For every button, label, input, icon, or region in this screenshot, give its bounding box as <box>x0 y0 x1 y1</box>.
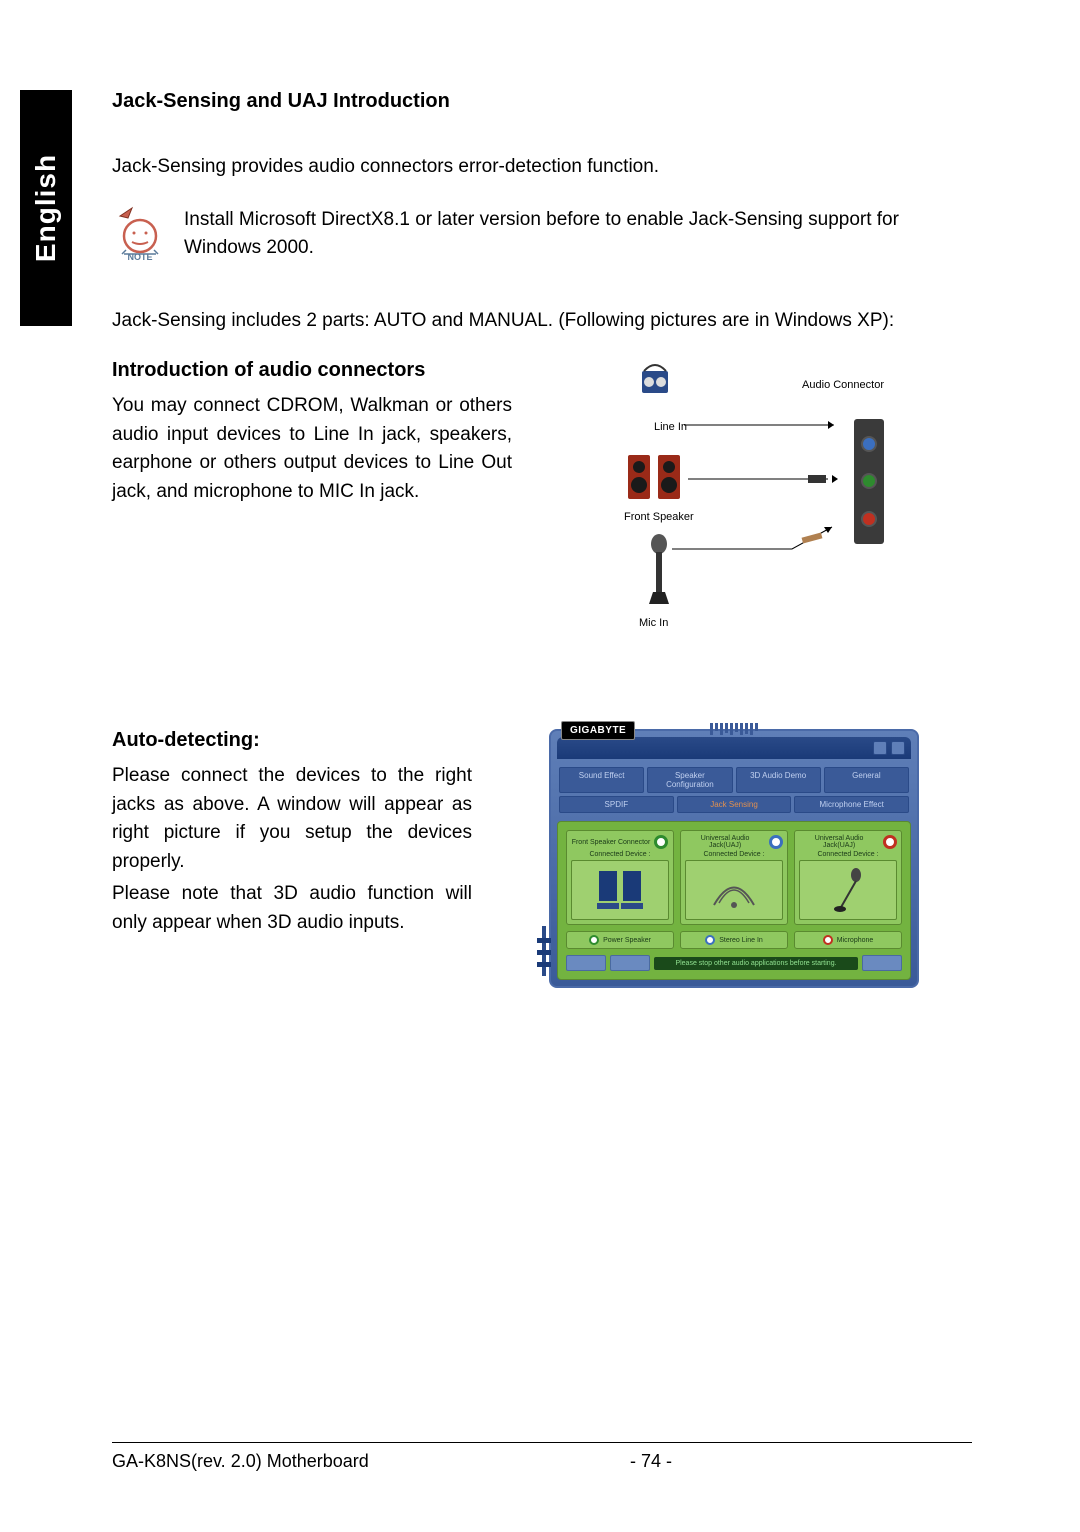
minimize-button[interactable] <box>873 741 887 755</box>
language-tab: English <box>20 90 72 326</box>
gigabyte-logo: GIGABYTE <box>561 721 635 740</box>
tab-spdif[interactable]: SPDIF <box>559 796 674 813</box>
small-dot-blue <box>705 935 715 945</box>
jack-mic-in <box>861 511 877 527</box>
cell-title: Universal Audio Jack(UAJ) <box>799 835 879 849</box>
jack-dot-blue <box>769 835 783 849</box>
jack-line-in <box>861 436 877 452</box>
device-preview-linein <box>685 860 783 920</box>
panel-button-right[interactable] <box>862 955 902 971</box>
footer-left: GA-K8NS(rev. 2.0) Motherboard <box>112 1451 630 1472</box>
small-dot-green <box>589 935 599 945</box>
tab-mic-effect[interactable]: Microphone Effect <box>794 796 909 813</box>
jack-panel <box>854 419 884 544</box>
equalizer-icon <box>710 723 758 735</box>
section3-title: Auto-detecting: <box>112 729 472 752</box>
label-power-speaker: Power Speaker <box>566 931 674 949</box>
panel-button-left-1[interactable] <box>566 955 606 971</box>
jack-dot-red <box>883 835 897 849</box>
section3-row: Auto-detecting: Please connect the devic… <box>112 729 972 988</box>
tab-general[interactable]: General <box>824 767 909 793</box>
section2-title: Introduction of audio connectors <box>112 359 512 382</box>
walkman-icon <box>634 359 676 404</box>
note-text: Install Microsoft DirectX8.1 or later ve… <box>184 206 972 263</box>
line-in-arrow <box>684 407 844 437</box>
section1-intro: Jack-Sensing provides audio connectors e… <box>112 153 972 182</box>
panel-footer-msg: Please stop other audio applications bef… <box>654 957 858 970</box>
gigabyte-audio-panel: GIGABYTE Sound Effect Speaker Configurat… <box>549 729 919 988</box>
tab-speaker-config[interactable]: Speaker Configuration <box>647 767 732 793</box>
mic-in-label: Mic In <box>639 617 668 629</box>
section3-body2: Please note that 3D audio function will … <box>112 880 472 937</box>
jack-line-out <box>861 473 877 489</box>
note-icon: NOTE <box>112 206 168 267</box>
mic-arrow <box>672 519 852 559</box>
line-in-label: Line In <box>654 421 687 433</box>
language-label: English <box>30 154 62 262</box>
speakers-icon <box>624 449 684 508</box>
small-dot-red <box>823 935 833 945</box>
tab-sound-effect[interactable]: Sound Effect <box>559 767 644 793</box>
connector-cell-front-speaker: Front Speaker Connector Connected Device… <box>566 830 674 925</box>
slider-icon <box>537 926 551 976</box>
label-stereo-line-in: Stereo Line In <box>680 931 788 949</box>
connector-cell-uaj-2: Universal Audio Jack(UAJ) Connected Devi… <box>794 830 902 925</box>
footer-page-number: - 74 - <box>630 1451 672 1472</box>
device-preview-speakers <box>571 860 669 920</box>
section2-row: Introduction of audio connectors You may… <box>112 359 972 639</box>
page-content: Jack-Sensing and UAJ Introduction Jack-S… <box>112 90 972 988</box>
page-footer: GA-K8NS(rev. 2.0) Motherboard - 74 - <box>112 1442 972 1472</box>
cell-sub: Connected Device : <box>703 851 764 858</box>
cell-title: Front Speaker Connector <box>572 839 651 846</box>
audio-connector-diagram: Audio Connector Line In <box>624 359 884 639</box>
panel-body: Front Speaker Connector Connected Device… <box>557 821 911 980</box>
panel-button-left-2[interactable] <box>610 955 650 971</box>
cell-sub: Connected Device : <box>817 851 878 858</box>
speaker-arrow <box>688 469 878 489</box>
label-microphone: Microphone <box>794 931 902 949</box>
jack-dot-green <box>654 835 668 849</box>
tab-jack-sensing[interactable]: Jack Sensing <box>677 796 792 813</box>
note-block: NOTE Install Microsoft DirectX8.1 or lat… <box>112 206 972 267</box>
device-preview-mic <box>799 860 897 920</box>
cell-sub: Connected Device : <box>589 851 650 858</box>
panel-tabs: Sound Effect Speaker Configuration 3D Au… <box>557 763 911 817</box>
cell-title: Universal Audio Jack(UAJ) <box>685 835 765 849</box>
section2-body: You may connect CDROM, Walkman or others… <box>112 392 512 506</box>
section1-parts: Jack-Sensing includes 2 parts: AUTO and … <box>112 307 972 336</box>
close-button[interactable] <box>891 741 905 755</box>
panel-titlebar <box>557 737 911 759</box>
section1-title: Jack-Sensing and UAJ Introduction <box>112 90 972 113</box>
section3-body1: Please connect the devices to the right … <box>112 762 472 876</box>
connector-cell-uaj-1: Universal Audio Jack(UAJ) Connected Devi… <box>680 830 788 925</box>
diagram-title: Audio Connector <box>802 379 884 391</box>
tab-3d-audio[interactable]: 3D Audio Demo <box>736 767 821 793</box>
